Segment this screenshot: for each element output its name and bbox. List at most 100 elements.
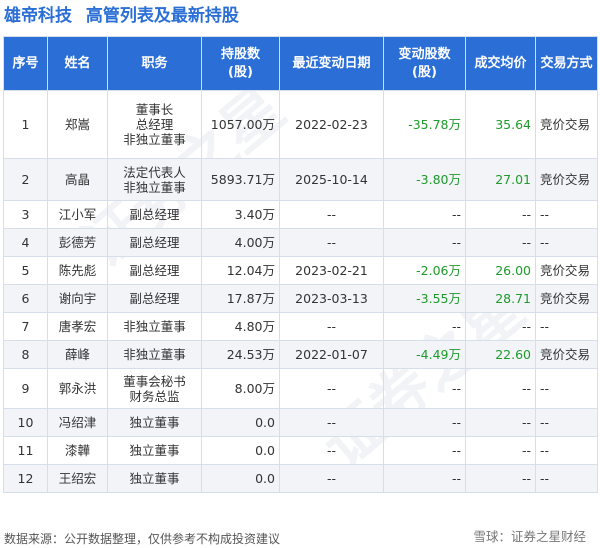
shares-change: -3.55万 <box>383 284 466 313</box>
executive-title: 法定代表人 非独立董事 <box>107 158 202 201</box>
change-date: -- <box>279 228 384 257</box>
table-row: 1 郑嵩 董事长 总经理 非独立董事 1057.00万 2022-02-23 -35.78万 3… <box>3 90 598 159</box>
title-line: 副总经理 <box>129 263 180 278</box>
title-line: 总经理 <box>135 117 174 132</box>
executive-name: 薛峰 <box>47 340 108 369</box>
title-line: 副总经理 <box>129 291 180 306</box>
title-line: 独立董事 <box>129 471 180 486</box>
executive-name: 郭永洪 <box>47 368 108 409</box>
table-row: 11 漆韡 独立董事 0.0 -- -- -- -- <box>3 436 598 465</box>
executives-table: 序号 姓名 职务 持股数 (股) 最近变动日期 变动股数 (股) 成交均价 交易方式 1 郑嵩 董事长… <box>3 36 598 493</box>
executive-name: 谢向宇 <box>47 284 108 313</box>
row-number: 2 <box>3 158 48 201</box>
avg-price: -- <box>465 436 536 465</box>
title-line: 独立董事 <box>129 415 180 430</box>
row-number: 10 <box>3 408 48 437</box>
trade-method: 竞价交易 <box>535 158 598 201</box>
executive-title: 副总经理 <box>107 200 202 229</box>
executive-name: 漆韡 <box>47 436 108 465</box>
table-row: 6 谢向宇 副总经理 17.87万 2023-03-13 -3.55万 28.71 竞价交易 <box>3 284 598 313</box>
table-row: 5 陈先彪 副总经理 12.04万 2023-02-21 -2.06万 26.00 竞价交易 <box>3 256 598 285</box>
title-line: 财务总监 <box>129 388 180 404</box>
shares-held: 24.53万 <box>201 340 280 369</box>
executive-title: 董事会秘书 财务总监 <box>107 368 202 409</box>
trade-method: -- <box>535 200 598 229</box>
title-line: 非独立董事 <box>123 179 186 195</box>
shares-held: 0.0 <box>201 436 280 465</box>
change-date: 2023-03-13 <box>279 284 384 313</box>
title-line: 非独立董事 <box>123 319 186 334</box>
executive-name: 王绍宏 <box>47 464 108 493</box>
executive-title: 董事长 总经理 非独立董事 <box>107 90 202 159</box>
header-col-price: 成交均价 <box>465 36 536 91</box>
avg-price: -- <box>465 312 536 341</box>
trade-method: -- <box>535 312 598 341</box>
title-line: 董事会秘书 <box>123 373 186 389</box>
data-source-note: 数据来源：公开数据整理，仅供参考不构成投资建议 <box>4 532 281 546</box>
company-name: 雄帝科技 <box>4 6 72 26</box>
title-line: 董事长 <box>135 102 174 117</box>
row-number: 3 <box>3 200 48 229</box>
row-number: 5 <box>3 256 48 285</box>
title-line: 法定代表人 <box>123 164 186 180</box>
title-line: 独立董事 <box>129 443 180 458</box>
title-line: 非独立董事 <box>123 347 186 362</box>
shares-change: -2.06万 <box>383 256 466 285</box>
avg-price: 22.60 <box>465 340 536 369</box>
executive-name: 江小军 <box>47 200 108 229</box>
row-number: 12 <box>3 464 48 493</box>
row-number: 9 <box>3 368 48 409</box>
change-date: -- <box>279 200 384 229</box>
page-title: 雄帝科技 高管列表及最新持股 <box>4 3 239 29</box>
header-col-method: 交易方式 <box>535 36 598 91</box>
executive-title: 副总经理 <box>107 256 202 285</box>
shares-change: -- <box>383 436 466 465</box>
header-col-shares: 持股数 (股) <box>201 36 280 91</box>
table-row: 10 冯绍津 独立董事 0.0 -- -- -- -- <box>3 408 598 437</box>
row-number: 6 <box>3 284 48 313</box>
avg-price: 35.64 <box>465 90 536 159</box>
shares-change: -- <box>383 368 466 409</box>
row-number: 8 <box>3 340 48 369</box>
change-date: 2022-01-07 <box>279 340 384 369</box>
table-title: 高管列表及最新持股 <box>85 6 239 26</box>
table-row: 2 高晶 法定代表人 非独立董事 5893.71万 2025-10-14 -3.80万 27.… <box>3 158 598 201</box>
trade-method: 竞价交易 <box>535 90 598 159</box>
row-number: 1 <box>3 90 48 159</box>
change-date: -- <box>279 436 384 465</box>
shares-held: 3.40万 <box>201 200 280 229</box>
trade-method: -- <box>535 408 598 437</box>
table-row: 4 彭德芳 副总经理 4.00万 -- -- -- -- <box>3 228 598 257</box>
title-line: 副总经理 <box>129 235 180 250</box>
avg-price: -- <box>465 200 536 229</box>
avg-price: -- <box>465 228 536 257</box>
change-date: -- <box>279 464 384 493</box>
row-number: 11 <box>3 436 48 465</box>
avg-price: -- <box>465 368 536 409</box>
title-line: 副总经理 <box>129 207 180 222</box>
trade-method: -- <box>535 228 598 257</box>
shares-held: 0.0 <box>201 464 280 493</box>
shares-held: 5893.71万 <box>201 158 280 201</box>
executive-name: 郑嵩 <box>47 90 108 159</box>
shares-change: -- <box>383 464 466 493</box>
header-col-title: 职务 <box>107 36 202 91</box>
executive-name: 陈先彪 <box>47 256 108 285</box>
title-line: 非独立董事 <box>123 132 186 147</box>
header-col-date: 最近变动日期 <box>279 36 384 91</box>
avg-price: 26.00 <box>465 256 536 285</box>
avg-price: -- <box>465 464 536 493</box>
row-number: 4 <box>3 228 48 257</box>
table-row: 8 薛峰 非独立董事 24.53万 2022-01-07 -4.49万 22.60 竞价交易 <box>3 340 598 369</box>
table-row: 9 郭永洪 董事会秘书 财务总监 8.00万 -- -- -- -- <box>3 368 598 409</box>
shares-held: 17.87万 <box>201 284 280 313</box>
shares-change: -- <box>383 408 466 437</box>
trade-method: 竞价交易 <box>535 340 598 369</box>
shares-change: -3.80万 <box>383 158 466 201</box>
change-date: 2022-02-23 <box>279 90 384 159</box>
header-col-change: 变动股数 (股) <box>383 36 466 91</box>
shares-held: 8.00万 <box>201 368 280 409</box>
shares-change: -- <box>383 312 466 341</box>
change-date: -- <box>279 312 384 341</box>
trade-method: -- <box>535 464 598 493</box>
